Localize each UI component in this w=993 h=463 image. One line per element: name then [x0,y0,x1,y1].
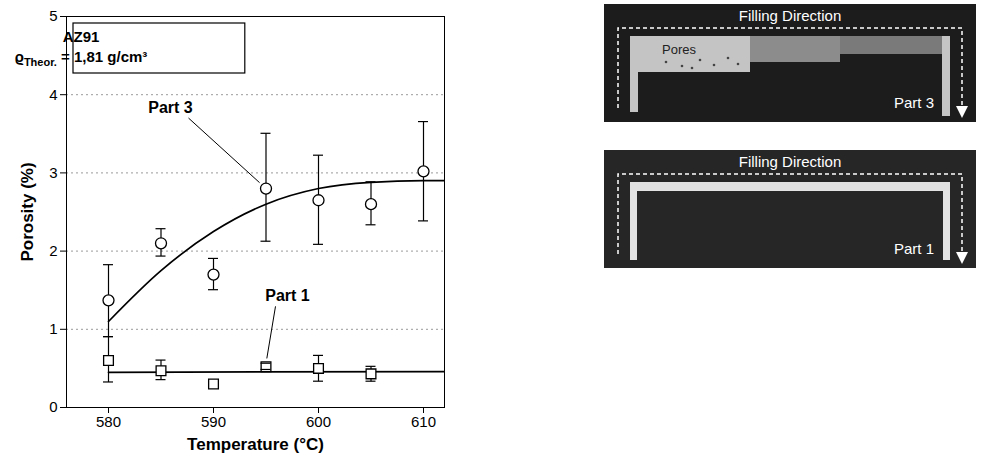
svg-text:Part 3: Part 3 [148,99,193,116]
svg-text:1: 1 [49,320,57,337]
svg-text:5: 5 [49,7,57,24]
svg-text:Part 3: Part 3 [894,94,934,111]
svg-text:Part 1: Part 1 [894,240,934,257]
svg-text:AZ91: AZ91 [63,28,100,45]
svg-text:3: 3 [49,164,57,181]
svg-text:600: 600 [306,413,331,430]
svg-text:Filling Direction: Filling Direction [739,153,842,170]
svg-text:4: 4 [49,86,57,103]
svg-text:ϱTheor. = 1,81 g/cm³: ϱTheor. = 1,81 g/cm³ [15,48,148,68]
svg-text:590: 590 [201,413,226,430]
svg-text:Porosity (%): Porosity (%) [18,162,37,261]
svg-text:580: 580 [96,413,121,430]
svg-text:Part 1: Part 1 [265,287,310,304]
svg-text:610: 610 [411,413,436,430]
svg-text:2: 2 [49,242,57,259]
svg-text:Pores: Pores [662,42,696,57]
svg-text:Temperature (°C): Temperature (°C) [187,435,324,454]
svg-text:Filling Direction: Filling Direction [739,7,842,24]
svg-text:0: 0 [49,398,57,415]
